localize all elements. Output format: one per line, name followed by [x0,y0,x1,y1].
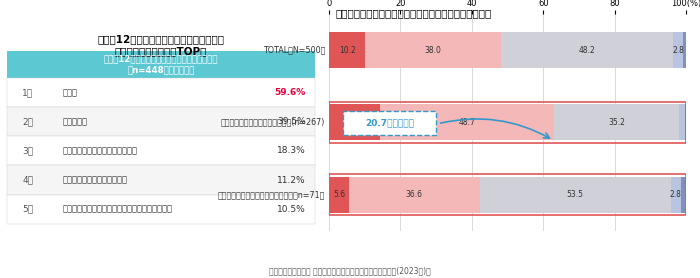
Text: 2位: 2位 [22,117,34,126]
Bar [685,104,686,140]
Text: お正月の料理（おせち料理など）: お正月の料理（おせち料理など） [62,147,137,155]
Text: 18.3%: 18.3% [277,147,306,155]
Bar [680,177,685,213]
Bar [679,104,685,140]
Text: TOTAL（N=500）: TOTAL（N=500） [263,46,326,54]
Bar [379,104,554,140]
Text: 5位: 5位 [22,205,34,214]
Bar [480,177,671,213]
Text: 38.0: 38.0 [425,46,442,54]
Text: 師走の大掃除を大変に感じるか否か比較｜師走の忙しさ: 師走の大掃除を大変に感じるか否か比較｜師走の忙しさ [336,8,492,18]
Text: お正月のしつらえ（鏡餅、門松、しめ飾りなど）: お正月のしつらえ（鏡餅、門松、しめ飾りなど） [62,205,172,214]
Text: 59.6%: 59.6% [274,88,306,97]
Text: 48.7: 48.7 [458,118,475,127]
FancyBboxPatch shape [7,107,315,136]
Text: 5.6: 5.6 [333,190,345,199]
FancyBboxPatch shape [7,78,315,107]
Text: 3位: 3位 [22,147,34,155]
Text: 「師走」の大掃除を大変に感じる(n=267): 「師走」の大掃除を大変に感じる(n=267) [221,118,326,127]
Text: 積水ハウス株式会社 住生活研究所「年始に向けた大掃除調査(2023年)」: 積水ハウス株式会社 住生活研究所「年始に向けた大掃除調査(2023年)」 [269,266,431,275]
Bar [554,104,679,140]
Text: 2.8: 2.8 [670,190,682,199]
Text: 2.8: 2.8 [672,46,684,54]
Text: 14.2: 14.2 [346,118,363,127]
Text: 4位: 4位 [22,176,34,185]
Text: 53.5: 53.5 [567,190,584,199]
Bar [329,32,365,68]
Text: 20.7ポイント差: 20.7ポイント差 [365,118,414,128]
Bar [501,32,673,68]
FancyBboxPatch shape [343,111,436,135]
FancyBboxPatch shape [7,195,315,224]
Bar [329,104,379,140]
Text: 1位: 1位 [22,88,34,97]
Text: 10.5%: 10.5% [277,205,306,214]
Text: 36.6: 36.6 [406,190,423,199]
Text: 35.2: 35.2 [608,118,625,127]
Bar [671,177,680,213]
FancyBboxPatch shape [7,165,315,195]
Text: 39.5%: 39.5% [277,117,306,126]
Text: 10.2: 10.2 [339,46,356,54]
Text: クリスマスプレゼントの準備: クリスマスプレゼントの準備 [62,176,127,185]
FancyBboxPatch shape [7,51,315,78]
Bar [349,177,480,213]
Text: 48.2: 48.2 [579,46,596,54]
Text: 「師走」の大掃除を大変に感じない（n=71）: 「師走」の大掃除を大変に感じない（n=71） [218,190,326,199]
FancyBboxPatch shape [7,136,315,165]
Bar [673,32,683,68]
Text: 師走（12月）に家庭で年末年始の準備を行う人
（n=448・複数回答）: 師走（12月）に家庭で年末年始の準備を行う人 （n=448・複数回答） [104,54,218,75]
Text: 11.2%: 11.2% [277,176,306,185]
Text: 大掃除: 大掃除 [62,88,78,97]
Bar [329,177,349,213]
Bar [365,32,501,68]
Bar [683,32,686,68]
Text: 師走（12月）に家庭で行う年末年始の準備
で大変だと感じる内容TOP５: 師走（12月）に家庭で行う年末年始の準備 で大変だと感じる内容TOP５ [97,35,225,56]
Text: 年賀状作成: 年賀状作成 [62,117,88,126]
